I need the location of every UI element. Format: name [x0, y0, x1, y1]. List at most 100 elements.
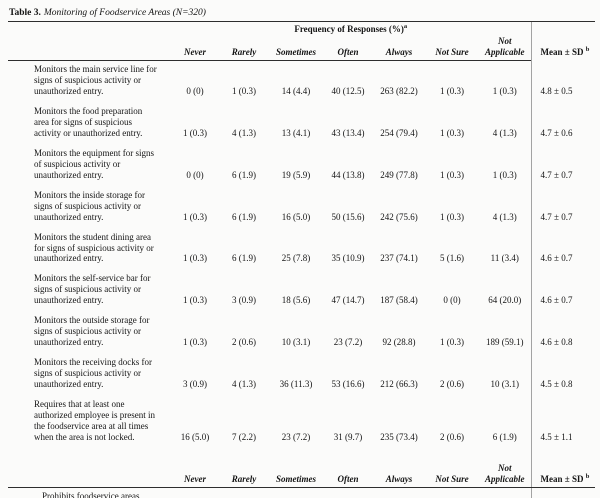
table-row: Monitors the main service line for signs…: [8, 60, 596, 103]
frequency-value: 64 (20.0): [488, 295, 522, 306]
frequency-value: 6 (1.9): [492, 432, 517, 443]
frequency-value: 18 (5.6): [171, 487, 219, 498]
frequency-value: 23 (7.2): [333, 337, 363, 348]
footnote-b-marker: b: [585, 473, 590, 480]
frequency-value: 1 (0.3): [183, 337, 207, 348]
table-title: Table 3. Monitoring of Foodservice Areas …: [9, 8, 595, 18]
table-row: Monitors the outside storage for signs o…: [8, 312, 596, 355]
column-header: Not Sure: [425, 34, 479, 61]
mean-sd-value: 4.7 ± 0.7: [530, 186, 596, 229]
mean-sd-value: 4.6 ± 0.7: [530, 270, 596, 313]
table-row: Monitors the self-service bar for signs …: [8, 270, 596, 313]
mean-sd-value: 4.5 ± 0.8: [530, 354, 596, 397]
frequency-value: 6 (1.9): [232, 211, 256, 222]
column-header: Sometimes: [269, 34, 323, 61]
frequency-value: 4 (1.3): [492, 211, 517, 222]
item-label: Monitors the equipment for signs of susp…: [34, 147, 154, 180]
column-header: Not Applicable: [479, 34, 532, 61]
table-row: Monitors the receiving docks for signs o…: [8, 354, 596, 397]
frequency-value: 16 (5.0): [281, 211, 311, 222]
frequency-value: 5 (1.6): [440, 253, 464, 264]
mean-sd-value: 4.7 ± 0.7: [530, 144, 596, 187]
gap-row: [8, 449, 596, 463]
frequency-value: 40 (12.5): [331, 85, 365, 96]
footnote-b-marker: b: [585, 46, 590, 54]
table-row: Prohibits foodservice areas from being u…: [8, 487, 596, 498]
header-spacer: [8, 34, 171, 61]
frequency-value: 7 (2.2): [232, 432, 256, 443]
column-header: Rarely: [219, 462, 269, 488]
frequency-spanner-label: Frequency of Responses (%): [294, 24, 404, 34]
column-header: Rarely: [219, 34, 269, 61]
frequency-value: 189 (59.1): [486, 337, 524, 348]
frequency-value: 19 (5.9): [281, 169, 311, 180]
monitoring-table: Frequency of Responses (%)a Mean ± SD b …: [8, 20, 596, 498]
table-row: Monitors the student dining area for sig…: [8, 228, 596, 271]
frequency-value: 235 (73.4): [380, 432, 418, 443]
frequency-value: 6 (1.9): [232, 253, 256, 264]
frequency-value: 1 (0.3): [440, 169, 464, 180]
frequency-value: 13 (4.1): [281, 127, 311, 138]
frequency-value: 6 (1.9): [232, 169, 256, 180]
table-block-2: Prohibits foodservice areas from being u…: [8, 487, 596, 498]
gap-cell: [8, 449, 531, 462]
table-title-label: Table 3.: [9, 8, 41, 18]
mean-sd-value: 4.8 ± 0.5: [530, 60, 596, 103]
frequency-value: 2 (0.6): [440, 379, 464, 390]
frequency-value: 4 (1.3): [492, 127, 517, 138]
table-row: Monitors the inside storage for signs of…: [8, 186, 596, 229]
frequency-value: 31 (9.7): [333, 432, 363, 443]
column-header: Sometimes: [269, 462, 323, 488]
frequency-value: 1 (0.3): [232, 85, 256, 96]
frequency-value: 36 (11.3): [279, 379, 313, 390]
frequency-value: 1 (0.3): [183, 253, 207, 264]
mean-sd-label: Mean ± SD: [540, 474, 584, 484]
item-label: Monitors the outside storage for signs o…: [34, 315, 150, 348]
column-header-row: Never Rarely Sometimes Often Always Not Sure N…: [8, 34, 595, 61]
frequency-value: 0 (0): [186, 85, 204, 96]
item-label: Monitors the food preparation area for s…: [34, 105, 143, 138]
item-label: Monitors the student dining area for sig…: [34, 231, 154, 264]
mean-sd-header: Mean ± SD b: [530, 462, 596, 488]
column-header: Never: [171, 34, 219, 61]
frequency-value: 237 (74.1): [380, 253, 418, 264]
frequency-value: 10 (3.1): [281, 337, 311, 348]
mean-sd-value: 4.7 ± 0.6: [530, 102, 596, 145]
item-label: Prohibits foodservice areas from being u…: [42, 490, 140, 498]
column-header: Never: [171, 462, 219, 488]
table-row: Monitors the food preparation area for s…: [8, 102, 596, 145]
header-spacer: [8, 20, 171, 35]
frequency-value: 44 (13.8): [331, 169, 365, 180]
frequency-value: 1 (0.3): [425, 487, 479, 498]
mean-sd-value: 4.5 ± 1.1: [530, 396, 596, 450]
frequency-value: 1 (0.3): [492, 169, 517, 180]
mean-sd-value: 4.6 ± 0.7: [530, 228, 596, 271]
frequency-value: 2 (0.6): [232, 337, 256, 348]
item-label: Monitors the main service line for signs…: [34, 63, 157, 96]
frequency-value: 16 (5.0): [180, 432, 210, 443]
frequency-value: 43 (13.4): [331, 127, 365, 138]
frequency-value: 263 (82.2): [380, 85, 418, 96]
frequency-value: 0 (0): [186, 169, 204, 180]
column-header: Not Sure: [425, 462, 479, 488]
frequency-value: 0 (0): [443, 295, 461, 306]
frequency-value: 254 (79.4): [380, 127, 418, 138]
frequency-value: 1 (0.3): [183, 127, 207, 138]
frequency-value: 53 (16.6): [331, 379, 365, 390]
frequency-value: 6 (1.9): [219, 487, 269, 498]
column-header: Not Applicable: [479, 462, 532, 488]
block-gap: Never Rarely Sometimes Often Always Not Sure N…: [8, 449, 596, 488]
frequency-value: 207 (64.7): [373, 487, 425, 498]
frequency-value: 3 (0.9): [183, 379, 207, 390]
frequency-value: 50 (15.6): [331, 211, 365, 222]
frequency-value: 1 (0.3): [440, 211, 464, 222]
frequency-value: 1 (0.3): [440, 85, 464, 96]
frequency-value: 35 (10.9): [331, 253, 365, 264]
frequency-value: 18 (5.6): [281, 295, 311, 306]
item-label: Requires that at least one authorized em…: [34, 399, 155, 443]
mean-sd-label: Mean ± SD: [540, 47, 584, 58]
table-block-1: Monitors the main service line for signs…: [8, 60, 596, 450]
spanner-row: Frequency of Responses (%)a Mean ± SD b: [8, 20, 596, 61]
frequency-value: 2 (0.6): [440, 432, 464, 443]
mean-sd-header: Mean ± SD b: [530, 21, 596, 61]
